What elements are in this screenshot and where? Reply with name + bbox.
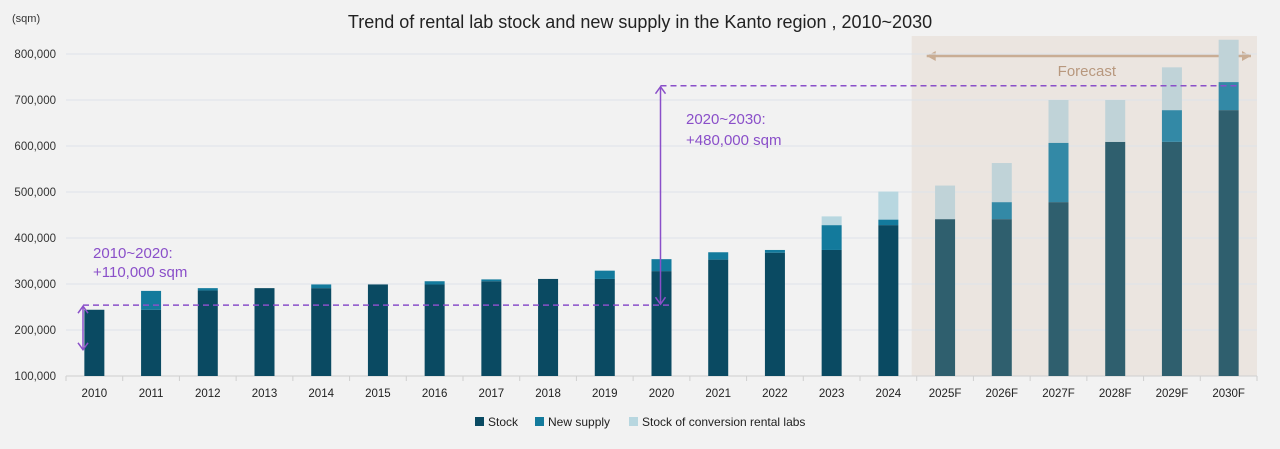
x-tick-label: 2024 xyxy=(876,388,902,400)
bar-stock-2020 xyxy=(651,271,672,376)
bar-new-supply-2030F xyxy=(1218,82,1239,111)
bar-new-supply-2012 xyxy=(197,288,218,291)
bar-stock-2029F xyxy=(1161,141,1182,376)
bar-stock-2015 xyxy=(367,284,388,376)
bar-stock-2024 xyxy=(878,225,899,376)
x-tick-label: 2025F xyxy=(929,388,962,400)
bar-stock-2010 xyxy=(84,309,105,376)
x-tick-label: 2027F xyxy=(1042,388,1075,400)
bar-stock-2017 xyxy=(481,281,502,376)
legend-swatch xyxy=(535,417,544,426)
bar-stock-2014 xyxy=(311,288,332,376)
x-tick-label: 2016 xyxy=(422,388,448,400)
bar-stock-of-conversion-rental-labs-2030F xyxy=(1218,39,1239,83)
x-tick-label: 2015 xyxy=(365,388,391,400)
annotation-2020-2030-period: 2020~2030: xyxy=(686,111,766,128)
bar-new-supply-2027F xyxy=(1048,142,1069,203)
annotation-2010-2020-period: 2010~2020: xyxy=(93,245,173,262)
y-tick-label: 800,000 xyxy=(14,49,56,61)
x-tick-label: 2022 xyxy=(762,388,788,400)
x-tick-label: 2017 xyxy=(479,388,505,400)
bar-stock-2012 xyxy=(197,290,218,376)
x-tick-label: 2019 xyxy=(592,388,618,400)
chart-title: Trend of rental lab stock and new supply… xyxy=(348,12,932,32)
y-tick-label: 400,000 xyxy=(14,233,56,245)
bar-stock-2030F xyxy=(1218,110,1239,377)
x-tick-label: 2014 xyxy=(308,388,334,400)
bar-new-supply-2029F xyxy=(1161,110,1182,142)
bar-stock-2026F xyxy=(991,219,1012,376)
forecast-label: Forecast xyxy=(1058,63,1117,80)
bar-stock-2023 xyxy=(821,249,842,376)
x-tick-label: 2029F xyxy=(1156,388,1189,400)
x-tick-label: 2011 xyxy=(139,388,164,400)
bar-stock-of-conversion-rental-labs-2025F xyxy=(935,185,956,220)
bar-new-supply-2011 xyxy=(141,290,162,310)
growth-arrow-2010-2020-heads xyxy=(77,304,89,352)
bar-new-supply-2020 xyxy=(651,259,672,272)
bar-new-supply-2014 xyxy=(311,284,332,289)
bar-stock-2013 xyxy=(254,288,275,376)
y-tick-label: 500,000 xyxy=(14,187,56,199)
x-tick-label: 2012 xyxy=(195,388,221,400)
y-tick-label: 300,000 xyxy=(14,279,56,291)
legend-swatch xyxy=(475,417,484,426)
bar-new-supply-2017 xyxy=(481,279,502,282)
annotation-2010-2020-value: +110,000 sqm xyxy=(93,264,187,281)
growth-arrow-2020-2030-heads xyxy=(654,85,667,306)
x-tick-label: 2030F xyxy=(1212,388,1245,400)
bar-stock-2022 xyxy=(764,252,785,376)
bar-stock-2018 xyxy=(538,278,559,376)
x-tick-label: 2021 xyxy=(705,388,731,400)
y-axis-label: (sqm) xyxy=(12,13,40,25)
legend-label: Stock xyxy=(488,415,519,429)
bar-new-supply-2024 xyxy=(878,219,899,226)
bar-new-supply-2019 xyxy=(594,270,615,279)
bar-stock-2011 xyxy=(141,309,162,376)
x-tick-label: 2028F xyxy=(1099,388,1132,400)
x-tick-label: 2020 xyxy=(649,388,675,400)
legend-label: New supply xyxy=(548,415,610,429)
bar-stock-2025F xyxy=(935,219,956,376)
bar-new-supply-2016 xyxy=(424,281,445,285)
legend-swatch xyxy=(629,417,638,426)
x-tick-label: 2023 xyxy=(819,388,845,400)
bar-new-supply-2026F xyxy=(991,202,1012,220)
x-tick-label: 2010 xyxy=(82,388,108,400)
y-tick-label: 200,000 xyxy=(14,325,56,337)
y-tick-label: 100,000 xyxy=(14,371,56,383)
bar-stock-of-conversion-rental-labs-2023 xyxy=(821,216,842,226)
bar-stock-of-conversion-rental-labs-2027F xyxy=(1048,100,1069,143)
legend-label: Stock of conversion rental labs xyxy=(642,415,805,429)
bar-stock-2016 xyxy=(424,284,445,376)
y-tick-label: 700,000 xyxy=(14,95,56,107)
bar-stock-of-conversion-rental-labs-2024 xyxy=(878,191,899,220)
bar-stock-of-conversion-rental-labs-2026F xyxy=(991,163,1012,203)
bar-stock-2021 xyxy=(708,259,729,376)
y-tick-label: 600,000 xyxy=(14,141,56,153)
bar-stock-2028F xyxy=(1105,141,1126,376)
bar-stock-2027F xyxy=(1048,202,1069,376)
bar-stock-2019 xyxy=(594,278,615,376)
bar-new-supply-2021 xyxy=(708,252,729,260)
bar-stock-of-conversion-rental-labs-2029F xyxy=(1161,67,1182,111)
annotation-2020-2030-value: +480,000 sqm xyxy=(686,132,782,149)
forecast-region xyxy=(911,36,1257,376)
bar-stock-of-conversion-rental-labs-2028F xyxy=(1105,100,1126,142)
x-tick-label: 2018 xyxy=(535,388,561,400)
x-tick-label: 2013 xyxy=(252,388,278,400)
x-tick-label: 2026F xyxy=(985,388,1018,400)
bar-new-supply-2023 xyxy=(821,225,842,250)
bar-new-supply-2022 xyxy=(764,249,785,253)
